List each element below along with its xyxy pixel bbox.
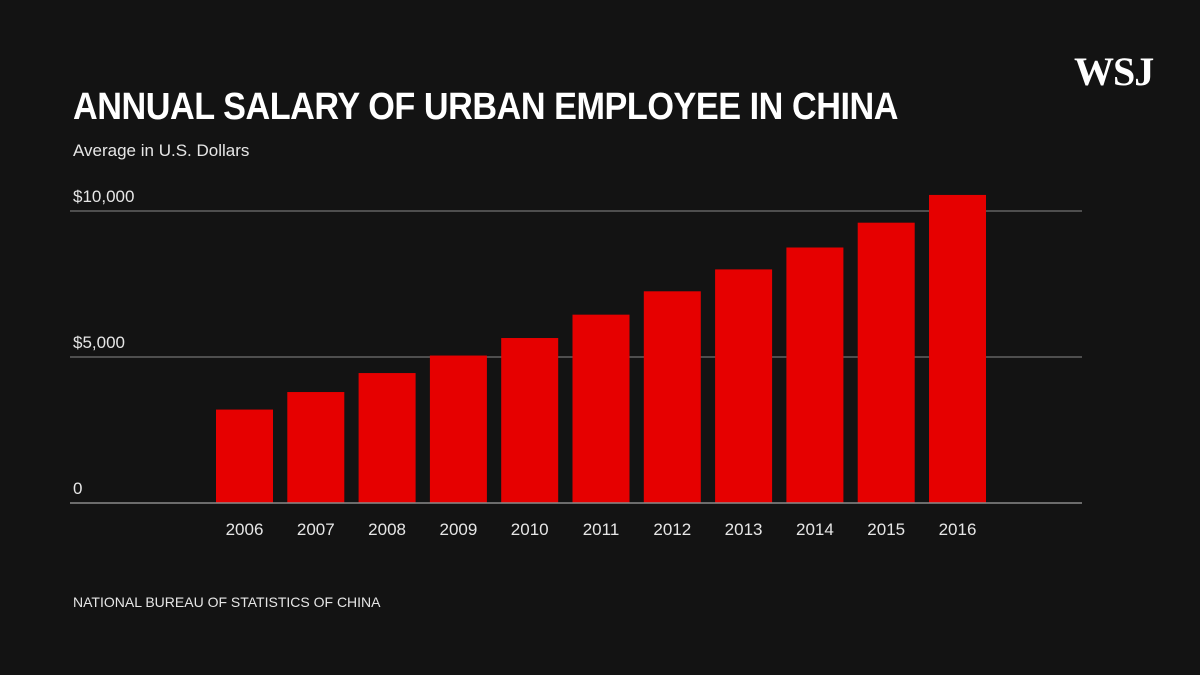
bar-2008 — [358, 373, 416, 503]
bar-2012 — [643, 291, 701, 503]
bar-2015 — [857, 222, 915, 503]
bar-2013 — [715, 269, 773, 503]
x-tick-label: 2006 — [226, 520, 264, 539]
y-tick-label: $10,000 — [73, 187, 134, 206]
bar-2011 — [572, 314, 630, 503]
bar-2009 — [429, 355, 487, 503]
x-tick-label: 2013 — [725, 520, 763, 539]
wsj-logo: WSJ — [1074, 49, 1154, 94]
x-tick-label: 2008 — [368, 520, 406, 539]
chart-subtitle: Average in U.S. Dollars — [73, 141, 250, 160]
source-note: NATIONAL BUREAU OF STATISTICS OF CHINA — [73, 594, 381, 610]
x-tick-label: 2010 — [511, 520, 549, 539]
x-tick-label: 2014 — [796, 520, 834, 539]
bar-2007 — [287, 392, 345, 503]
bar-2014 — [786, 247, 844, 503]
bar-2016 — [929, 194, 986, 503]
x-tick-label: 2007 — [297, 520, 335, 539]
axis-labels: 0 $5,000 $10,000 2006 2007 2008 2009 2010 2011 20… — [73, 187, 976, 539]
y-tick-label: 0 — [73, 479, 82, 498]
x-tick-label: 2012 — [653, 520, 691, 539]
x-tick-label: 2016 — [939, 520, 977, 539]
x-tick-label: 2011 — [583, 520, 620, 539]
y-tick-label: $5,000 — [73, 333, 125, 352]
bar-2006 — [216, 409, 273, 503]
x-tick-label: 2015 — [867, 520, 905, 539]
bar-2010 — [501, 338, 559, 503]
bars — [216, 194, 986, 503]
chart-title: ANNUAL SALARY OF URBAN EMPLOYEE IN CHINA — [73, 86, 899, 128]
x-tick-label: 2009 — [439, 520, 477, 539]
